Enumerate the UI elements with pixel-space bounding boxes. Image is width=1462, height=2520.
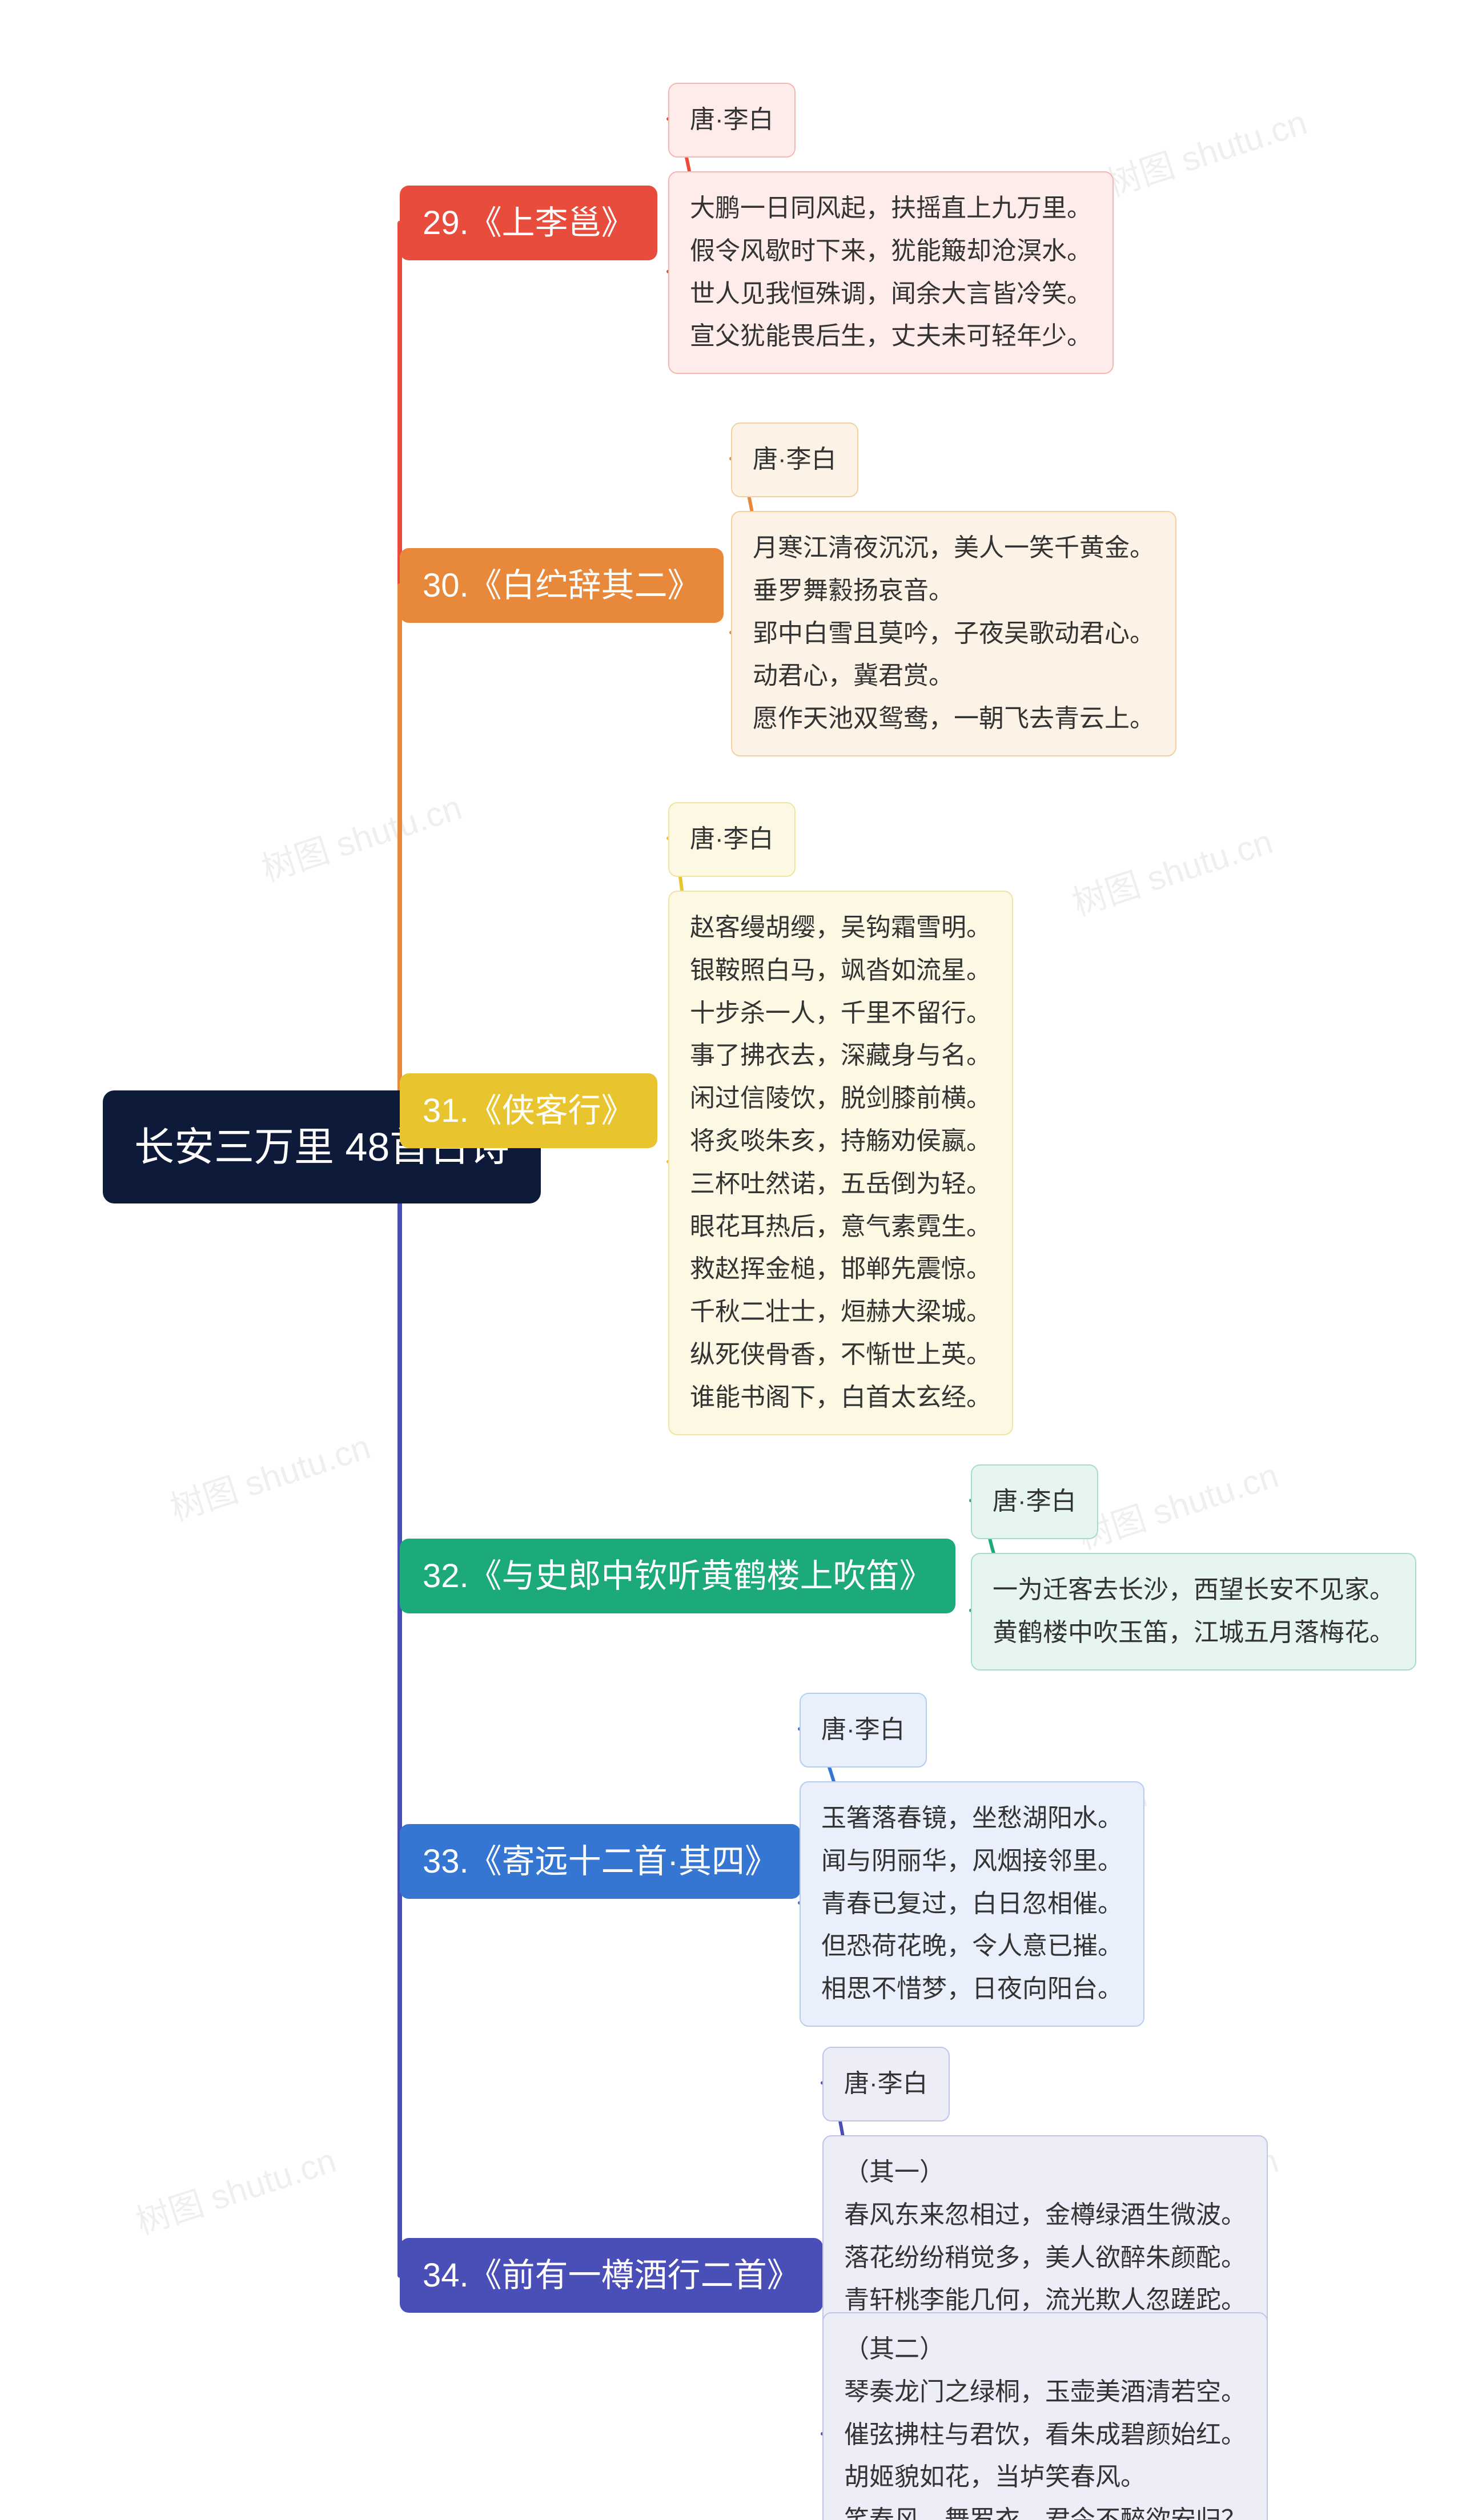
branch-node[interactable]: 34.《前有一樽酒行二首》 [400,2238,823,2313]
leaf-node[interactable]: 唐·李白 [800,1693,927,1768]
leaf-node[interactable]: （其二） 琴奏龙门之绿桐，玉壶美酒清若空。 催弦拂柱与君饮，看朱成碧颜始红。 胡… [822,2312,1268,2520]
watermark: 树图 shutu.cn [1065,814,1278,925]
leaf-node[interactable]: 玉箸落春镜，坐愁湖阳水。 闻与阴丽华，风烟接邻里。 青春已复过，白日忽相催。 但… [800,1781,1144,2027]
watermark: 树图 shutu.cn [254,780,467,891]
branch-node[interactable]: 30.《白纻辞其二》 [400,548,724,623]
leaf-node[interactable]: 大鹏一日同风起，扶摇直上九万里。 假令风歇时下来，犹能簸却沧溟水。 世人见我恒殊… [668,171,1114,374]
leaf-node[interactable]: 唐·李白 [971,1464,1098,1539]
mindmap-canvas: 树图 shutu.cn 树图 shutu.cn 树图 shutu.cn 树图 shut… [0,0,1462,2520]
leaf-node[interactable]: 唐·李白 [668,802,796,877]
leaf-node[interactable]: 唐·李白 [668,83,796,158]
watermark: 树图 shutu.cn [163,1419,376,1531]
branch-node[interactable]: 33.《寄远十二首·其四》 [400,1824,801,1899]
leaf-node[interactable]: 赵客缦胡缨，吴钩霜雪明。 银鞍照白马，飒沓如流星。 十步杀一人，千里不留行。 事… [668,891,1013,1435]
branch-node[interactable]: 31.《侠客行》 [400,1073,657,1148]
branch-node[interactable]: 32.《与史郎中钦听黄鹤楼上吹笛》 [400,1539,955,1613]
leaf-node[interactable]: 一为迁客去长沙，西望长安不见家。 黄鹤楼中吹玉笛，江城五月落梅花。 [971,1553,1416,1670]
watermark: 树图 shutu.cn [1071,1448,1284,1559]
branch-node[interactable]: 29.《上李邕》 [400,186,657,260]
watermark: 树图 shutu.cn [128,2133,342,2244]
watermark: 树图 shutu.cn [1099,95,1312,206]
leaf-node[interactable]: 唐·李白 [731,422,858,497]
leaf-node[interactable]: 月寒江清夜沉沉，美人一笑千黄金。 垂罗舞縠扬哀音。 郢中白雪且莫吟，子夜吴歌动君… [731,511,1176,756]
leaf-node[interactable]: 唐·李白 [822,2047,950,2122]
